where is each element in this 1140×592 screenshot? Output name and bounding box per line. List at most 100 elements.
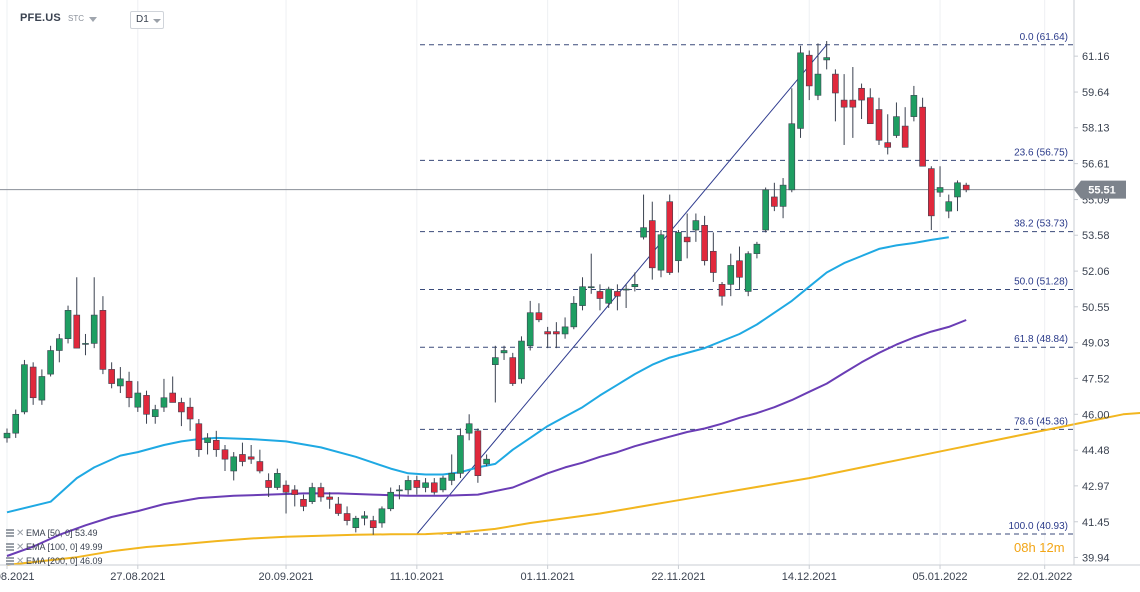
current-price-tag-shape (1074, 180, 1126, 199)
fib-level-label: 0.0 (61.64) (1020, 32, 1068, 43)
close-icon[interactable]: ✕ (16, 556, 25, 567)
candle (727, 253, 735, 297)
candle-body (866, 97, 874, 125)
candle-body (910, 95, 918, 117)
indicator-label: EMA [50, 0] 53.49 (26, 528, 98, 538)
price-tick-label: 56.61 (1082, 159, 1110, 171)
candle-body (727, 265, 735, 285)
candle-body (832, 73, 839, 94)
candle (544, 326, 551, 349)
candle-body (90, 314, 98, 344)
price-tick-label: 52.06 (1082, 266, 1110, 278)
close-icon[interactable]: ✕ (16, 542, 25, 553)
candle (448, 454, 456, 486)
candle (962, 182, 970, 193)
candle-body (343, 513, 351, 521)
indicator-legend-ema-200[interactable]: ✕ EMA [200, 0] 46.09 (6, 555, 103, 567)
candle-body (675, 232, 682, 262)
price-tick-label: 49.03 (1082, 338, 1110, 350)
candle-body (422, 482, 429, 488)
candle (361, 511, 368, 526)
candle-body (535, 312, 543, 321)
candle (21, 359, 28, 415)
candle (300, 494, 307, 512)
candle-body (858, 87, 865, 101)
candle-body (465, 423, 473, 434)
candle (29, 362, 37, 405)
candle (64, 305, 72, 344)
candle-body (823, 57, 830, 61)
settings-bars-icon[interactable] (6, 557, 14, 565)
candle (73, 277, 81, 349)
candle (736, 246, 743, 290)
candle-body (483, 458, 490, 465)
candle-body (849, 99, 857, 108)
candle-body (160, 397, 168, 408)
ema-100-line (6, 319, 967, 557)
candle (605, 286, 612, 308)
candle-body (256, 461, 264, 472)
fib-level-label: 38.2 (53.73) (1014, 219, 1068, 230)
candle (396, 485, 403, 500)
candle-body (457, 435, 464, 474)
candle-body (38, 376, 46, 401)
candle (326, 492, 333, 509)
candle-body (631, 284, 639, 288)
price-tick-label: 42.97 (1082, 481, 1110, 493)
candle-body (99, 310, 107, 370)
price-tick-label: 53.58 (1082, 230, 1110, 242)
ema-lines (6, 236, 1140, 566)
source-label[interactable]: STC (68, 14, 84, 23)
candle (117, 367, 124, 394)
candle-body (884, 142, 892, 148)
candle-body (945, 201, 953, 212)
candle-body (134, 392, 142, 408)
candle-body (805, 54, 813, 87)
ema-200-line (6, 411, 1140, 566)
candle (849, 67, 857, 138)
settings-bars-icon[interactable] (6, 543, 14, 551)
candle (178, 397, 185, 427)
candle (893, 102, 900, 138)
close-icon[interactable]: ✕ (16, 528, 25, 539)
indicator-legend-ema-100[interactable]: ✕ EMA [100, 0] 49.99 (6, 541, 103, 553)
timeframe-select[interactable]: D1 (130, 11, 164, 29)
candle (474, 428, 482, 483)
candle-body (151, 409, 159, 417)
settings-bars-icon[interactable] (6, 529, 14, 537)
candle-body (308, 487, 316, 502)
candle (239, 442, 246, 467)
current-price-tag: 55.51 (1074, 180, 1126, 199)
candle-body (797, 52, 804, 129)
candle-body (56, 338, 63, 351)
candle-body (178, 402, 185, 413)
candle-body (614, 291, 621, 297)
candle-body (291, 489, 299, 495)
candle (718, 281, 726, 306)
candle-body (666, 201, 674, 273)
time-tick-label: 20.09.2021 (259, 571, 314, 583)
candles (3, 41, 970, 535)
fib-level-label: 50.0 (51.28) (1014, 277, 1068, 288)
indicator-legend-ema-50[interactable]: ✕ EMA [50, 0] 53.49 (6, 527, 98, 539)
candle-body (570, 302, 578, 328)
symbol-label[interactable]: PFE.US (20, 12, 61, 24)
candle (387, 487, 394, 512)
candle (840, 74, 848, 145)
candle (82, 333, 89, 356)
fib-level-label: 61.8 (48.84) (1014, 334, 1068, 345)
candle (195, 419, 203, 457)
candle-body (143, 395, 150, 415)
source-chevron-down-icon[interactable] (89, 17, 97, 22)
candle-body (744, 253, 752, 292)
trendline[interactable] (416, 44, 828, 535)
fib-level-label: 100.0 (40.93) (1009, 521, 1069, 532)
vertical-gridlines (6, 0, 1046, 565)
candle (657, 230, 665, 278)
candle (317, 482, 325, 502)
candle (631, 272, 639, 292)
candle (788, 88, 796, 193)
candle (492, 345, 499, 403)
candle (265, 473, 272, 497)
